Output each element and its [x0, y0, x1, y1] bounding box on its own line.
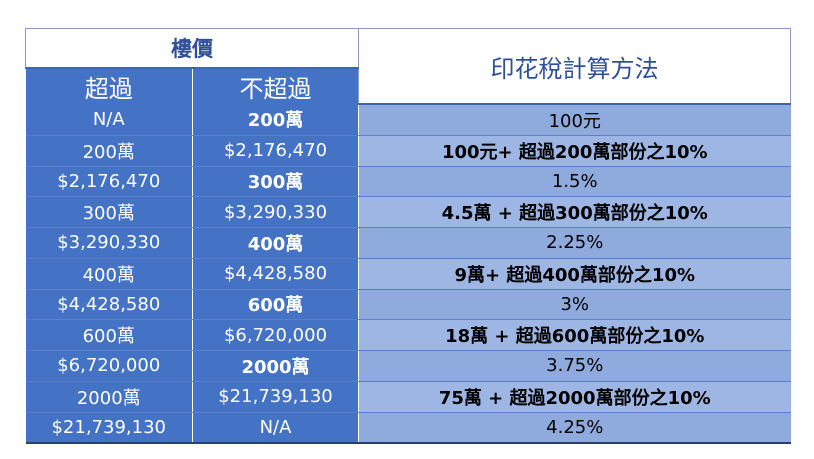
- price-group-header: 樓價: [25, 28, 359, 69]
- over-cell: $3,290,330: [25, 227, 193, 259]
- not-over-header: 不超過: [192, 68, 359, 104]
- method-cell: 4.25%: [358, 412, 791, 445]
- method-header: 印花稅計算方法: [358, 28, 791, 105]
- over-cell: $6,720,000: [25, 350, 193, 382]
- table-row: $6,720,000 2000萬 3.75%: [25, 350, 791, 382]
- method-cell: 100元: [358, 104, 791, 136]
- method-cell: 75萬 + 超過2000萬部份之10%: [358, 381, 791, 413]
- over-cell: N/A: [25, 104, 193, 136]
- not-over-cell: 200萬: [192, 104, 359, 136]
- table-row: 600萬 $6,720,000 18萬 + 超過600萬部份之10%: [25, 319, 791, 351]
- over-cell: $4,428,580: [25, 289, 193, 321]
- not-over-cell: 2000萬: [192, 350, 359, 382]
- over-cell: 300萬: [25, 196, 193, 228]
- stamp-duty-table: 樓價 印花稅計算方法 超過 不超過 N/A 200萬 100元 200萬 $2,…: [25, 28, 791, 445]
- method-cell: 3.75%: [358, 350, 791, 382]
- over-cell: $2,176,470: [25, 166, 193, 198]
- over-cell: 400萬: [25, 258, 193, 290]
- table-row: $3,290,330 400萬 2.25%: [25, 227, 791, 259]
- method-cell: 9萬+ 超過400萬部份之10%: [358, 258, 791, 290]
- table-row: $4,428,580 600萬 3%: [25, 289, 791, 321]
- method-cell: 3%: [358, 289, 791, 321]
- method-cell: 4.5萬 + 超過300萬部份之10%: [358, 196, 791, 228]
- not-over-cell: $6,720,000: [192, 319, 359, 351]
- method-cell: 100元+ 超過200萬部份之10%: [358, 135, 791, 167]
- table-row: 2000萬 $21,739,130 75萬 + 超過2000萬部份之10%: [25, 381, 791, 413]
- not-over-cell: N/A: [192, 412, 359, 445]
- over-cell: $21,739,130: [25, 412, 193, 445]
- not-over-cell: $4,428,580: [192, 258, 359, 290]
- method-cell: 2.25%: [358, 227, 791, 259]
- header-row-sub: 超過 不超過: [25, 68, 791, 104]
- not-over-cell: 600萬: [192, 289, 359, 321]
- method-cell: 1.5%: [358, 166, 791, 198]
- method-cell: 18萬 + 超過600萬部份之10%: [358, 319, 791, 351]
- not-over-cell: 400萬: [192, 227, 359, 259]
- over-cell: 200萬: [25, 135, 193, 167]
- table-row: $21,739,130 N/A 4.25%: [25, 412, 791, 445]
- table-row: $2,176,470 300萬 1.5%: [25, 166, 791, 198]
- table-row: 400萬 $4,428,580 9萬+ 超過400萬部份之10%: [25, 258, 791, 290]
- not-over-cell: 300萬: [192, 166, 359, 198]
- table-row: 300萬 $3,290,330 4.5萬 + 超過300萬部份之10%: [25, 196, 791, 228]
- not-over-cell: $2,176,470: [192, 135, 359, 167]
- over-cell: 600萬: [25, 319, 193, 351]
- not-over-cell: $3,290,330: [192, 196, 359, 228]
- over-header: 超過: [25, 68, 193, 104]
- not-over-cell: $21,739,130: [192, 381, 359, 413]
- over-cell: 2000萬: [25, 381, 193, 413]
- table-row: N/A 200萬 100元: [25, 104, 791, 136]
- table-row: 200萬 $2,176,470 100元+ 超過200萬部份之10%: [25, 135, 791, 167]
- header-row-top: 樓價 印花稅計算方法: [25, 28, 791, 105]
